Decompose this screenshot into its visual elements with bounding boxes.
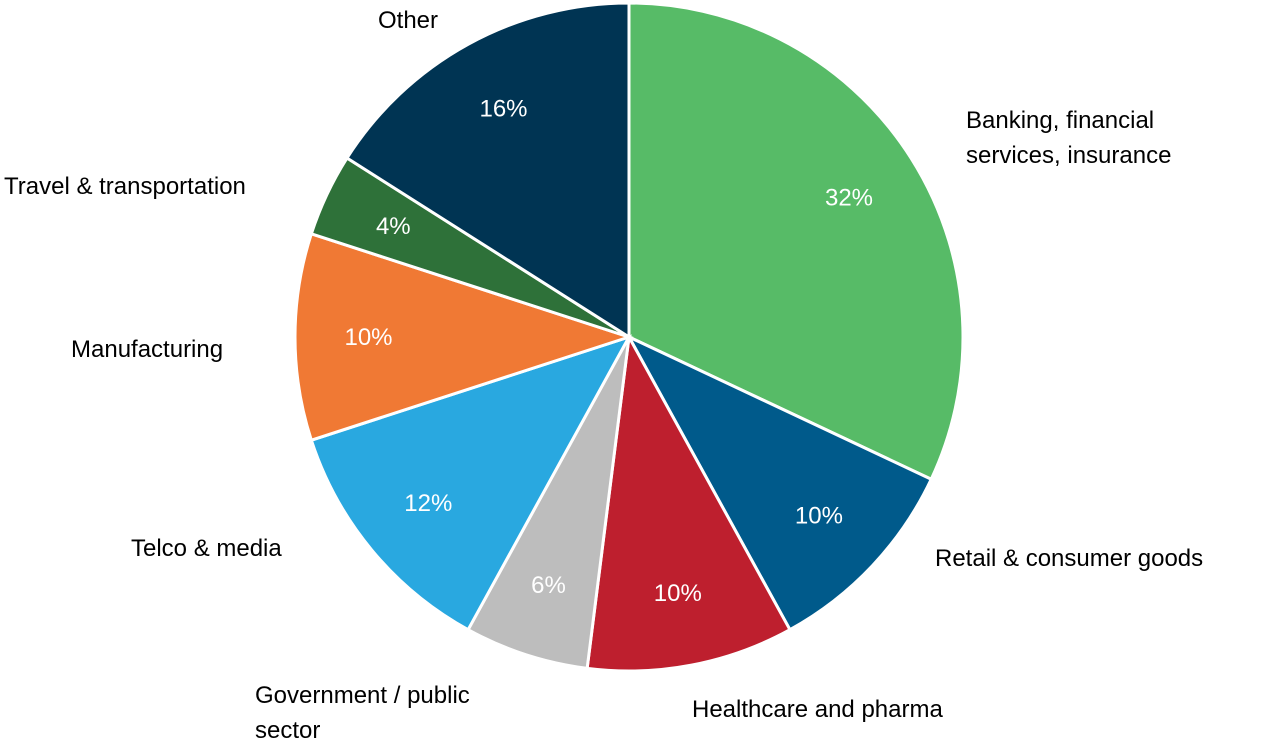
category-label-government-public-sector: Government / public sector <box>255 682 470 742</box>
value-label-manufacturing: 10% <box>344 324 392 351</box>
pie-slice-manufacturing <box>293 231 634 443</box>
value-label-retail-consumer-goods: 10% <box>795 502 843 529</box>
pie-slice-retail-consumer-goods <box>625 333 934 632</box>
value-label-travel-transportation: 4% <box>376 213 411 240</box>
category-label-healthcare-and-pharma: Healthcare and pharma <box>692 696 943 723</box>
category-label-manufacturing: Manufacturing <box>71 336 223 363</box>
value-label-healthcare-and-pharma: 10% <box>654 580 702 607</box>
value-label-telco-media: 12% <box>404 490 452 517</box>
category-label-telco-media: Telco & media <box>131 535 282 562</box>
pie-slice-government-public-sector <box>466 336 631 671</box>
slice-category-labels: Banking, financial services, insurance Ret… <box>4 7 1203 742</box>
value-label-banking-financial-services-insurance: 32% <box>825 184 873 211</box>
pie-slice-other <box>344 1 631 340</box>
value-label-government-public-sector: 6% <box>531 572 566 599</box>
pie-slice-banking-financial-services-insurance <box>627 1 965 482</box>
value-label-other: 16% <box>479 96 527 123</box>
pie-slices <box>293 1 965 673</box>
category-label-travel-transportation: Travel & transportation <box>4 173 246 200</box>
pie-slice-healthcare-and-pharma <box>585 332 792 673</box>
category-label-banking-financial-services-insurance: Banking, financial services, insurance <box>966 107 1171 169</box>
category-label-retail-consumer-goods: Retail & consumer goods <box>935 545 1203 572</box>
slice-value-labels: 32% 10% 10% 6% 12% 10% 4% 16% <box>344 96 873 607</box>
category-label-other: Other <box>378 7 438 34</box>
pie-slice-telco-media <box>309 334 633 632</box>
